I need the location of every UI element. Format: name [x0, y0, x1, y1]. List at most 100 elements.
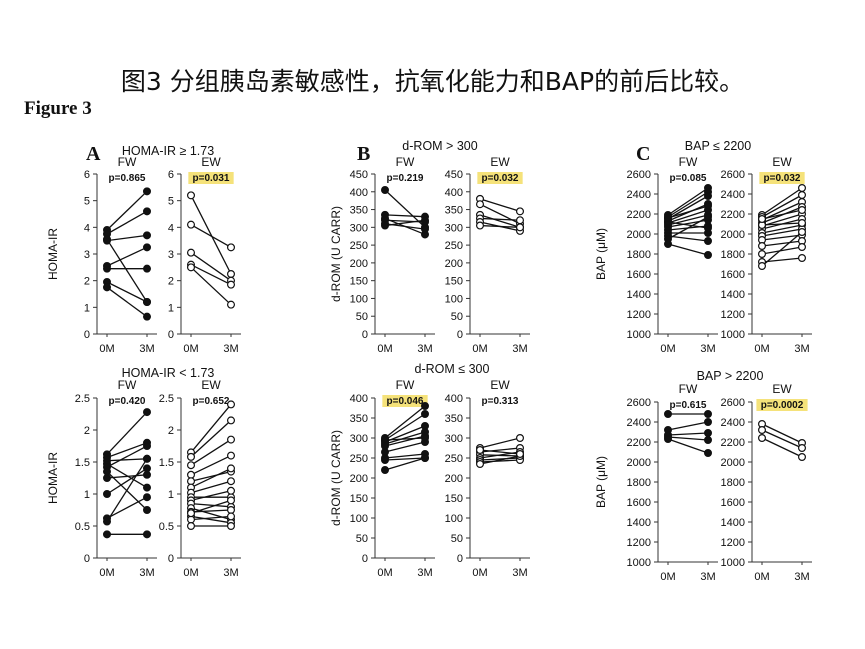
- x-tick-label: 0M: [754, 343, 769, 355]
- series-line: [667, 432, 709, 436]
- series-line: [384, 453, 426, 459]
- data-point-3m-point: [421, 454, 430, 463]
- y-axis-label: BAP (μM): [594, 228, 608, 280]
- y-tick-label: 1800: [721, 477, 745, 489]
- y-tick-label: 50: [451, 533, 463, 545]
- series-line: [761, 423, 803, 444]
- x-tick-label: 0M: [377, 343, 392, 355]
- subject-series: [102, 231, 152, 245]
- x-tick-label: 0M: [660, 571, 675, 583]
- series-line: [384, 435, 426, 447]
- data-point-3m-point: [703, 224, 712, 233]
- y-tick-label: 1600: [627, 269, 651, 281]
- y-tick-label: 2200: [627, 437, 651, 449]
- subject-series: [757, 206, 806, 224]
- subject-series: [187, 435, 236, 470]
- data-point-0m-point: [476, 200, 485, 209]
- data-point-0m-point: [381, 436, 390, 445]
- x-tick-label: 0M: [377, 567, 392, 579]
- y-tick-label: 1200: [627, 309, 651, 321]
- series-line: [479, 198, 521, 212]
- panel-letter: B: [357, 143, 370, 165]
- y-tick-label: 0: [168, 329, 174, 341]
- data-point-3m-point: [515, 434, 524, 443]
- y-tick-label: 4: [168, 222, 174, 234]
- p-value: p=0.219: [387, 173, 424, 184]
- series-line: [106, 234, 148, 242]
- p-value-highlight: [477, 172, 523, 184]
- y-tick-label: 150: [350, 276, 368, 288]
- data-point-3m-point: [515, 216, 524, 225]
- data-point-0m-point: [476, 221, 485, 230]
- p-value: p=0.615: [670, 400, 707, 411]
- subject-series: [187, 220, 236, 252]
- y-tick-label: 250: [350, 453, 368, 465]
- p-value: p=0.420: [109, 396, 146, 407]
- series-line: [667, 243, 709, 256]
- data-point-0m-point: [757, 215, 766, 224]
- y-tick-label: 3: [168, 249, 174, 261]
- chart-panel-4: HOMA-IR < 1.73 HOMA-IR 0 0.5 1 1.5 2 2.5 0M 3M FW p…: [46, 366, 241, 579]
- chart-title: HOMA-IR ≥ 1.73: [122, 144, 214, 158]
- data-point-3m-point: [703, 192, 712, 201]
- y-tick-label: 4: [84, 222, 90, 234]
- y-tick-label: 400: [350, 393, 368, 405]
- group-ew: 1000 1200 1400 1600 1800 2000 2200 2400 2600 0M 3M…: [721, 155, 812, 355]
- series-line: [667, 195, 709, 220]
- x-tick-label: 0M: [660, 343, 675, 355]
- data-point-3m-point: [421, 402, 430, 411]
- group-fw: 0 50 100 150 200 250 300 350 400 450 0M 3M FW p=0.219: [350, 155, 435, 355]
- y-tick-label: 1000: [721, 557, 745, 569]
- subject-series: [757, 420, 806, 448]
- data-point-3m-point: [227, 521, 236, 530]
- y-axis-label: BAP (μM): [594, 456, 608, 508]
- data-point-0m-point: [381, 221, 390, 230]
- y-tick-label: 1000: [627, 329, 651, 341]
- series-line: [761, 228, 803, 237]
- series-line: [479, 447, 521, 453]
- data-point-3m-point: [421, 434, 430, 443]
- y-tick-label: 6: [84, 169, 90, 181]
- series-line: [761, 257, 803, 263]
- series-line: [761, 437, 803, 458]
- y-tick-label: 1800: [627, 249, 651, 261]
- group-fw: 0 1 2 3 4 5 6 0M 3M FW p=0.865: [84, 155, 157, 355]
- series-line: [190, 515, 232, 524]
- subject-series: [102, 187, 152, 235]
- y-tick-label: 150: [350, 493, 368, 505]
- data-point-3m-point: [797, 243, 806, 252]
- x-tick-label: 0M: [99, 567, 114, 579]
- data-point-0m-point: [381, 186, 390, 195]
- subject-series: [187, 400, 236, 457]
- y-tick-label: 1.5: [159, 457, 174, 469]
- y-tick-label: 1: [168, 302, 174, 314]
- y-tick-label: 2000: [627, 229, 651, 241]
- series-line: [761, 234, 803, 241]
- y-tick-label: 150: [445, 276, 463, 288]
- series-line: [667, 205, 709, 219]
- y-tick-label: 50: [356, 311, 368, 323]
- series-line: [384, 219, 426, 227]
- x-tick-label: 0M: [99, 343, 114, 355]
- p-value: p=0.313: [482, 396, 519, 407]
- series-line: [106, 246, 148, 267]
- series-line: [761, 231, 803, 267]
- data-point-3m-point: [143, 470, 152, 479]
- series-line: [106, 442, 148, 459]
- chart-title: BAP ≤ 2200: [685, 139, 751, 153]
- y-tick-label: 0: [457, 553, 463, 565]
- y-tick-label: 1000: [721, 329, 745, 341]
- y-tick-label: 2400: [721, 189, 745, 201]
- y-tick-label: 2200: [721, 437, 745, 449]
- x-tick-label: 3M: [139, 343, 154, 355]
- data-point-3m-point: [703, 202, 712, 211]
- figure-label: Figure 3: [24, 98, 92, 119]
- y-tick-label: 0: [168, 553, 174, 565]
- y-tick-label: 1800: [627, 477, 651, 489]
- data-point-0m-point: [381, 456, 390, 465]
- series-line: [761, 194, 803, 218]
- data-point-3m-point: [797, 453, 806, 462]
- data-point-0m-point: [663, 214, 672, 223]
- series-line: [479, 224, 521, 228]
